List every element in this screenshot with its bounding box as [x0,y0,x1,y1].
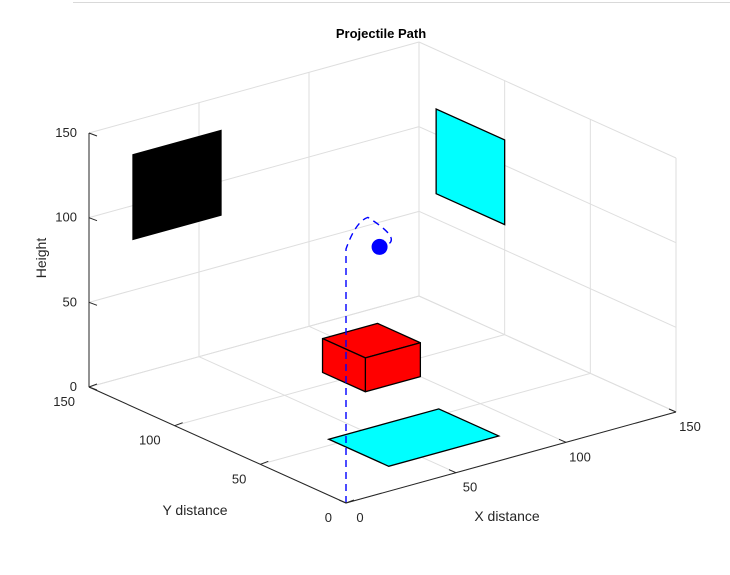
floor-pad [326,408,501,467]
right-wall-grid-line [418,210,677,328]
z-tick-label: 0 [70,379,77,394]
left-wall-panel [132,129,222,241]
z-axis-label: Height [33,238,49,279]
back-wall-grid-line [88,41,420,134]
target-box-left-face [321,337,367,393]
axes-lines [88,132,677,504]
y-tick-mark [88,383,98,388]
x-tick-mark [668,408,677,413]
y-tick-label: 150 [53,394,75,409]
z-tick-label: 100 [55,210,77,225]
x-tick-label: 50 [463,480,477,495]
projectile-trajectory [345,216,392,503]
y-tick-label: 100 [139,433,161,448]
y-axis-label: Y distance [162,502,227,518]
right-wall-panel [435,107,506,226]
z-tick-label: 150 [55,125,77,140]
chart-title: Projectile Path [336,26,426,41]
y-tick-mark [345,499,355,504]
back-wall-grid-line [88,210,420,303]
x-tick-mark [448,469,457,474]
right-wall-grid-line [418,295,677,413]
y-tick-label: 0 [325,510,332,525]
x-tick-label: 0 [356,510,363,525]
z-tick-mark [88,301,98,306]
y-tick-mark [174,422,183,427]
z-tick-mark [88,386,98,391]
x-tick-mark [338,499,347,504]
z-tick-label: 50 [63,294,77,309]
x-axis-line [345,411,677,504]
scene-objects [132,107,506,503]
right-wall-grid-line [418,41,677,159]
figure-toolbar-strip [73,0,730,3]
z-tick-mark [88,132,98,137]
y-axis-line [88,386,347,504]
x-tick-label: 100 [569,449,591,464]
x-axis-label: X distance [474,508,540,524]
z-tick-mark [88,217,98,222]
y-tick-label: 50 [232,471,246,486]
x-tick-label: 150 [679,419,701,434]
y-tick-mark [260,460,269,465]
projectile-ball [371,238,388,255]
x-tick-mark [558,438,567,443]
back-wall-grid-line [88,295,420,388]
